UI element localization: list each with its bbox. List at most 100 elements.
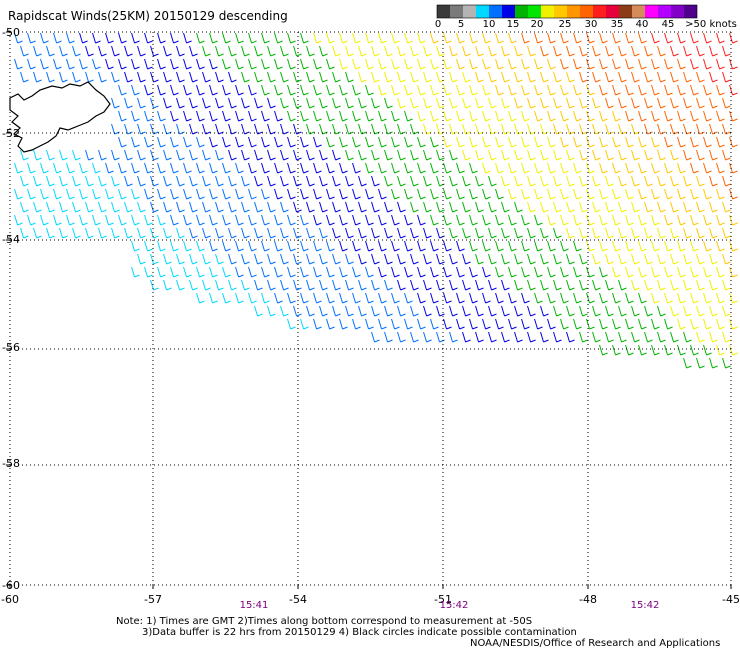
wind-barb [150,71,159,83]
wind-barb [306,175,315,187]
wind-barb [274,136,283,148]
wind-barb [501,123,510,135]
wind-barb [534,292,543,304]
wind-barb [111,175,120,187]
wind-barb [157,136,166,148]
wind-barb [339,110,348,122]
wind-barb [339,318,348,330]
wind-barb [560,32,569,44]
wind-barb [436,97,445,109]
wind-barb [443,266,452,278]
wind-barb [612,214,621,226]
wind-barb [501,305,510,317]
wind-barb [638,136,647,148]
wind-barb [423,305,432,317]
wind-barb [644,175,653,187]
legend-swatch [476,5,489,18]
wind-barb [222,136,231,148]
wind-barb [534,162,543,174]
wind-barb [677,240,686,252]
wind-barb [79,162,88,174]
wind-barb [579,227,588,239]
wind-barb [612,32,621,44]
wind-barb [215,227,224,239]
wind-barb [638,32,647,44]
wind-barb [53,32,62,44]
wind-barb [378,58,387,70]
wind-barb [241,279,250,291]
wind-barb [657,71,666,83]
wind-barb [98,201,107,213]
wind-barb [300,240,309,252]
wind-barb [215,175,224,187]
wind-barb [599,214,608,226]
wind-barb [105,162,114,174]
wind-barb [397,279,406,291]
wind-barb [46,71,55,83]
wind-barb [573,32,582,44]
wind-barb [176,149,185,161]
wind-barb [326,58,335,70]
wind-barb [508,188,517,200]
wind-barb [495,84,504,96]
wind-barb [274,162,283,174]
wind-barb [566,227,575,239]
wind-barb [306,227,315,239]
wind-barb [352,240,361,252]
wind-barb [716,266,725,278]
wind-barb [196,188,205,200]
wind-barb [651,344,660,356]
wind-barb [670,253,679,265]
wind-barb [553,149,562,161]
wind-barb [404,318,413,330]
wind-barb [326,266,335,278]
wind-barb [599,32,608,44]
wind-barb [703,318,712,330]
wind-barb [560,266,569,278]
wind-barb [475,97,484,109]
wind-barb [540,305,549,317]
wind-barb [605,201,614,213]
wind-barb [248,136,257,148]
wind-barb [475,149,484,161]
wind-barb [209,162,218,174]
wind-barb [40,32,49,44]
wind-barb [592,175,601,187]
wind-barb [228,279,237,291]
wind-barb [670,97,679,109]
wind-barb [46,227,55,239]
wind-barb [540,45,549,57]
wind-barb [443,214,452,226]
legend-tick-label: 20 [530,19,544,30]
wind-barb [417,84,426,96]
wind-barb [410,97,419,109]
wind-barb [573,84,582,96]
wind-barb [235,136,244,148]
wind-barb [443,188,452,200]
wind-barb [540,331,549,343]
wind-barb [508,292,517,304]
wind-barb [391,240,400,252]
wind-barb [618,305,627,317]
wind-barb [40,214,49,226]
wind-barb [105,32,114,44]
wind-barb [248,162,257,174]
wind-barb [573,266,582,278]
wind-barb [384,279,393,291]
wind-barb [150,175,159,187]
wind-barb [625,136,634,148]
wind-barb [365,188,374,200]
wind-barb [462,279,471,291]
wind-barb [716,58,725,70]
wind-barb [722,123,731,135]
wind-barb [592,149,601,161]
wind-barb [560,292,569,304]
wind-barb [657,227,666,239]
wind-barb [222,292,231,304]
wind-barb [547,292,556,304]
wind-barb [618,149,627,161]
wind-barb [157,240,166,252]
coastline-path [9,81,111,153]
wind-barb [638,110,647,122]
wind-barb [391,318,400,330]
